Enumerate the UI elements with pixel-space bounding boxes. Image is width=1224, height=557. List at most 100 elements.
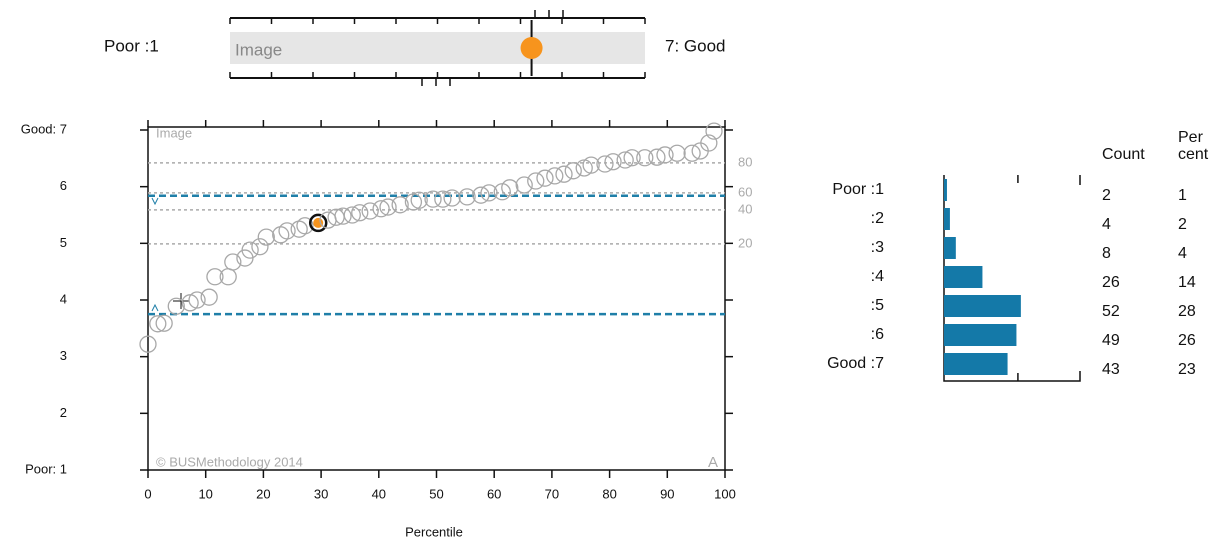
category-label: :6 bbox=[871, 326, 884, 343]
reference-label: 20 bbox=[738, 235, 752, 250]
point bbox=[623, 149, 641, 167]
y-tick-label: 6 bbox=[60, 178, 67, 193]
point bbox=[149, 315, 167, 333]
percent-header: cent bbox=[1178, 146, 1209, 163]
point bbox=[480, 184, 498, 202]
point bbox=[546, 167, 564, 185]
point bbox=[361, 202, 379, 220]
point bbox=[351, 204, 369, 222]
percent-value: 26 bbox=[1178, 332, 1196, 349]
point bbox=[424, 190, 442, 208]
percent-value: 1 bbox=[1178, 187, 1187, 204]
x-tick-label: 100 bbox=[714, 486, 736, 501]
plot-frame bbox=[147, 126, 726, 471]
count-value: 2 bbox=[1102, 187, 1111, 204]
x-tick-label: 0 bbox=[144, 486, 151, 501]
point bbox=[241, 241, 259, 259]
bar bbox=[944, 324, 1017, 346]
point bbox=[167, 297, 185, 315]
count-value: 26 bbox=[1102, 274, 1120, 291]
point bbox=[656, 146, 674, 164]
percent-value: 4 bbox=[1178, 245, 1187, 262]
percent-value: 23 bbox=[1178, 361, 1196, 378]
bar bbox=[944, 266, 983, 288]
point bbox=[596, 155, 614, 173]
point bbox=[290, 220, 308, 238]
point bbox=[224, 253, 242, 271]
point bbox=[343, 206, 361, 224]
slider-track bbox=[230, 32, 645, 64]
count-value: 49 bbox=[1102, 332, 1120, 349]
annotation: Image bbox=[156, 125, 192, 140]
count-header: Count bbox=[1102, 146, 1145, 163]
point bbox=[391, 196, 409, 214]
count-value: 43 bbox=[1102, 361, 1120, 378]
slider-marker bbox=[520, 37, 543, 59]
point bbox=[458, 188, 476, 206]
slider-left-label: Poor :1 bbox=[104, 36, 159, 55]
point bbox=[527, 172, 545, 190]
y-tick-label: 4 bbox=[60, 291, 67, 306]
point bbox=[372, 200, 390, 218]
category-label: :3 bbox=[871, 239, 884, 256]
point bbox=[472, 186, 490, 204]
category-label: :2 bbox=[871, 210, 884, 227]
category-label: :5 bbox=[871, 297, 884, 314]
x-tick-label: 70 bbox=[545, 486, 559, 501]
highlight-point bbox=[313, 217, 324, 228]
bar bbox=[944, 208, 950, 230]
point bbox=[555, 165, 573, 183]
slider-series-label: Image bbox=[235, 40, 282, 59]
point bbox=[206, 268, 224, 286]
lower-bound-marker bbox=[151, 303, 159, 312]
count-value: 8 bbox=[1102, 245, 1111, 262]
bar bbox=[944, 179, 947, 201]
point bbox=[648, 148, 666, 166]
count-value: 4 bbox=[1102, 216, 1111, 233]
reference-label: 40 bbox=[738, 201, 752, 216]
corner-label: A bbox=[708, 454, 718, 471]
category-label: Good :7 bbox=[827, 355, 884, 372]
x-tick-label: 10 bbox=[198, 486, 212, 501]
x-tick-label: 60 bbox=[487, 486, 501, 501]
point bbox=[434, 190, 452, 208]
slider-spread-ticks bbox=[421, 10, 564, 86]
x-tick-label: 20 bbox=[256, 486, 270, 501]
bar bbox=[944, 295, 1021, 317]
point bbox=[582, 156, 600, 174]
bar bbox=[944, 353, 1008, 375]
point bbox=[501, 179, 519, 197]
point bbox=[616, 151, 634, 169]
category-label: :4 bbox=[871, 268, 884, 285]
point bbox=[604, 153, 622, 171]
x-tick-label: 50 bbox=[429, 486, 443, 501]
y-tick-label: Good: 7 bbox=[21, 121, 67, 136]
point bbox=[410, 191, 428, 209]
point bbox=[155, 314, 173, 332]
point bbox=[257, 228, 275, 246]
x-axis-label: Percentile bbox=[405, 524, 463, 539]
point bbox=[668, 144, 686, 162]
y-tick-label: 2 bbox=[60, 405, 67, 420]
reference-label: 60 bbox=[738, 184, 752, 199]
point bbox=[515, 176, 533, 194]
x-tick-label: 90 bbox=[660, 486, 674, 501]
point bbox=[705, 122, 723, 140]
point bbox=[536, 169, 554, 187]
percent-header: Per bbox=[1178, 129, 1204, 146]
count-value: 52 bbox=[1102, 303, 1120, 320]
y-tick-label: Poor: 1 bbox=[25, 461, 67, 476]
point bbox=[379, 198, 397, 216]
point bbox=[443, 189, 461, 207]
reference-label: 80 bbox=[738, 154, 752, 169]
y-tick-label: 5 bbox=[60, 235, 67, 250]
point bbox=[139, 335, 157, 353]
bar bbox=[944, 237, 956, 259]
crosshair bbox=[173, 293, 189, 309]
point bbox=[564, 162, 582, 180]
highlight-ring bbox=[308, 213, 328, 233]
category-label: Poor :1 bbox=[832, 181, 884, 198]
point bbox=[278, 222, 296, 240]
percent-value: 28 bbox=[1178, 303, 1196, 320]
